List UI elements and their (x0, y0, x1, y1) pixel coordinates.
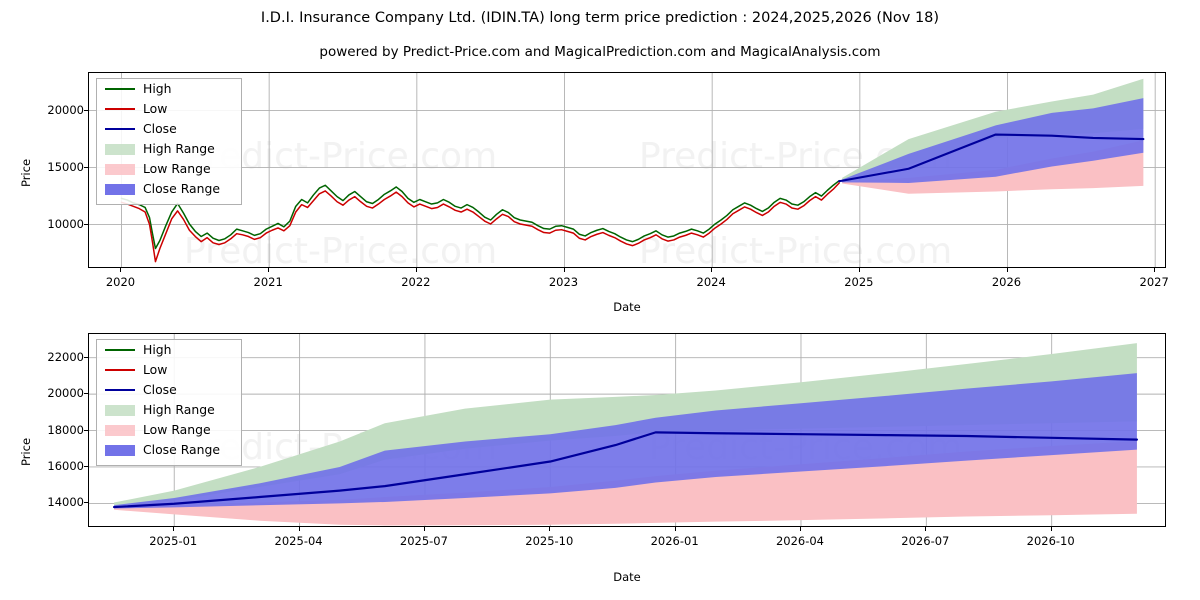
legend-item-high-range: High Range (97, 400, 241, 420)
forecast-legend: High Low Close High Range Low Range Close Ran… (96, 339, 242, 466)
y-tick-mark (84, 356, 88, 358)
legend-item-label: Low (143, 362, 168, 377)
legend-item-low-range: Low Range (97, 159, 241, 179)
x-tick-mark (1154, 268, 1156, 272)
legend-item-label: High (143, 342, 172, 357)
legend-item-label: Close (143, 382, 177, 397)
x-tick-label: 2025 (844, 275, 874, 289)
x-tick-label: 2026 (991, 275, 1022, 289)
legend-patch-swatch (105, 164, 135, 175)
y-tick-mark (84, 166, 88, 168)
x-tick-label: 2026-01 (650, 534, 699, 548)
legend-item-low: Low (97, 360, 241, 380)
x-tick-label: 2020 (105, 275, 136, 289)
legend-patch-swatch (105, 445, 135, 456)
legend-item-label: Low Range (143, 161, 211, 176)
legend-patch-swatch (105, 144, 135, 155)
x-tick-label: 2025-04 (274, 534, 323, 548)
legend-line-swatch (105, 389, 135, 392)
x-tick-mark (120, 268, 122, 272)
y-tick-label: 16000 (47, 458, 84, 473)
legend-item-high: High (97, 340, 241, 360)
x-tick-label: 2026-10 (1026, 534, 1075, 548)
overview-chart-panel: Price Date Predict-Price.com Predict-Pric… (19, 72, 1169, 314)
legend-item-close-range: Close Range (97, 179, 241, 199)
y-tick-mark (84, 465, 88, 467)
svg-text:Predict-Price.com: Predict-Price.com (639, 231, 952, 268)
legend-line-swatch (105, 108, 135, 111)
legend-line-swatch (105, 369, 135, 372)
x-tick-mark (423, 527, 425, 531)
legend-item-high-range: High Range (97, 139, 241, 159)
x-tick-label: 2021 (253, 275, 283, 289)
y-tick-mark (84, 223, 88, 225)
x-tick-mark (298, 527, 300, 531)
x-tick-label: 2025-07 (399, 534, 448, 548)
x-tick-mark (549, 527, 551, 531)
legend-line-swatch (105, 349, 135, 352)
legend-item-close-range: Close Range (97, 440, 241, 460)
legend-item-label: Low (143, 101, 168, 116)
y-tick-mark (84, 109, 88, 111)
overview-legend: High Low Close High Range Low Range Close Ran… (96, 78, 242, 205)
y-tick-label: 15000 (47, 159, 84, 174)
y-tick-label: 18000 (47, 422, 84, 437)
legend-line-swatch (105, 88, 135, 91)
y-tick-label: 14000 (47, 495, 84, 510)
y-tick-label: 10000 (47, 216, 84, 231)
legend-patch-swatch (105, 425, 135, 436)
x-tick-label: 2027 (1139, 275, 1169, 289)
x-tick-mark (799, 527, 801, 531)
x-tick-mark (268, 268, 270, 272)
legend-item-label: Low Range (143, 422, 211, 437)
legend-item-label: Close Range (143, 181, 220, 196)
legend-item-label: High Range (143, 141, 215, 156)
x-tick-mark (925, 527, 927, 531)
x-tick-mark (711, 268, 713, 272)
legend-item-label: Close Range (143, 442, 220, 457)
overview-plot-area: Predict-Price.com Predict-Price.com Predic… (88, 72, 1166, 268)
y-tick-label: 22000 (47, 349, 84, 364)
forecast-detail-chart-panel: Price Date Predict-Price.comPredict-Pric… (0, 320, 1200, 600)
svg-text:Predict-Price.com: Predict-Price.com (184, 231, 497, 268)
x-tick-mark (1050, 527, 1052, 531)
y-tick-mark (84, 393, 88, 395)
legend-item-high: High (97, 79, 241, 99)
x-tick-label: 2026-04 (775, 534, 824, 548)
y-tick-mark (84, 502, 88, 504)
x-tick-mark (674, 527, 676, 531)
y-tick-mark (84, 429, 88, 431)
x-tick-label: 2026-07 (901, 534, 950, 548)
legend-item-low: Low (97, 99, 241, 119)
legend-patch-swatch (105, 405, 135, 416)
legend-item-label: Close (143, 121, 177, 136)
x-tick-label: 2025-01 (149, 534, 198, 548)
y-tick-label: 20000 (47, 102, 84, 117)
x-tick-mark (173, 527, 175, 531)
legend-item-label: High Range (143, 402, 215, 417)
legend-item-label: High (143, 81, 172, 96)
legend-item-close: Close (97, 380, 241, 400)
x-tick-mark (563, 268, 565, 272)
x-tick-label: 2023 (548, 275, 579, 289)
overview-x-axis-label: Date (613, 300, 641, 314)
x-tick-mark (1006, 268, 1008, 272)
page-title: I.D.I. Insurance Company Ltd. (IDIN.TA) … (260, 10, 940, 26)
x-tick-mark (858, 268, 860, 272)
x-tick-label: 2024 (696, 275, 726, 289)
page-subtitle: powered by Predict-Price.com and Magical… (319, 44, 881, 60)
x-tick-label: 2025-10 (525, 534, 574, 548)
legend-item-close: Close (97, 119, 241, 139)
y-tick-label: 20000 (47, 386, 84, 401)
forecast-x-axis-label: Date (613, 570, 641, 584)
x-tick-mark (415, 268, 417, 272)
legend-item-low-range: Low Range (97, 420, 241, 440)
legend-patch-swatch (105, 184, 135, 195)
legend-line-swatch (105, 128, 135, 131)
x-tick-label: 2022 (401, 275, 431, 289)
